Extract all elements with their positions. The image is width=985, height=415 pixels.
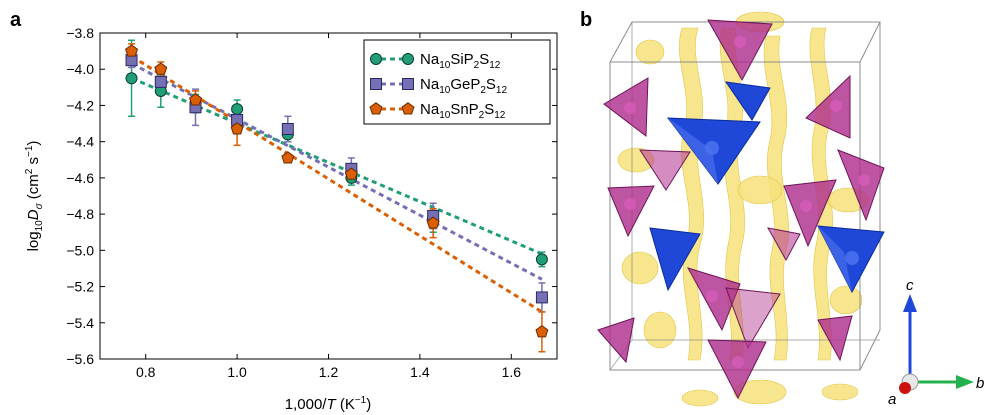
a-axis-dot-icon [899, 382, 911, 394]
data-point-square [535, 291, 548, 304]
legend-label: Na10GeP2S12 [420, 76, 507, 96]
panel-label-b: b [580, 9, 592, 31]
y-tick-label: −5.0 [66, 242, 94, 258]
legend-label: Na10SiP2S12 [420, 51, 501, 71]
panel-label-a: a [10, 9, 22, 31]
data-point-pentagon [125, 44, 139, 57]
x-axis-title: 1,000/T (K−1) [285, 395, 371, 413]
data-point-pentagon [230, 122, 244, 135]
x-tick-label: 0.8 [136, 364, 156, 380]
y-tick-label: −5.2 [66, 279, 94, 295]
b-axis-arrow-icon [956, 375, 974, 389]
legend-label: Na10SnP2S12 [420, 101, 506, 121]
y-tick-label: −4.4 [66, 134, 94, 150]
legend-marker-circle [370, 53, 382, 65]
data-point-circle [231, 103, 244, 116]
data-point-pentagon [189, 93, 202, 106]
b-axis-label: b [976, 375, 984, 392]
y-tick-label: −4.8 [66, 206, 94, 222]
legend-marker-square [370, 78, 382, 90]
blue-tetrahedra [649, 81, 885, 294]
y-tick-label: −4.0 [66, 61, 94, 77]
y-tick-label: −5.6 [66, 351, 94, 367]
x-tick-label: 1.2 [319, 364, 339, 380]
data-point-pentagon [344, 167, 358, 180]
legend-marker-square [402, 78, 414, 90]
legend-marker-pentagon [401, 102, 415, 115]
c-axis-label: c [906, 277, 914, 294]
data-markers [125, 44, 549, 338]
data-point-pentagon [535, 325, 549, 338]
diffusion-chart: 0.8 1.0 1.2 1.4 1.6 −3.8 −4.0 −4.2 −4.4 −4.6 −4.8 −… [24, 25, 558, 413]
pink-tetrahedra [597, 19, 885, 400]
y-axis-title: log10Dσ (cm2 s−1) [24, 141, 45, 252]
c-axis-arrow-icon [903, 294, 917, 312]
data-point-pentagon [154, 62, 168, 75]
isosurface-channels [617, 11, 869, 407]
y-tick-label: −4.6 [66, 170, 94, 186]
data-point-circle [125, 72, 138, 85]
x-tick-label: 1.4 [410, 364, 430, 380]
y-tick-label: −4.2 [66, 97, 94, 113]
y-tick-label: −5.4 [66, 315, 94, 331]
unit-cell-box [609, 21, 881, 371]
x-tick-label: 1.0 [227, 364, 247, 380]
a-axis-label: a [888, 391, 896, 408]
data-point-square [281, 122, 294, 135]
y-tick-label: −3.8 [66, 25, 94, 41]
data-point-square [154, 75, 167, 88]
axis-ticks: 0.8 1.0 1.2 1.4 1.6 −3.8 −4.0 −4.2 −4.4 −4.6 −4.8 −… [66, 25, 557, 380]
legend: Na10SiP2S12 Na10GeP2S12 Na10SnP2S12 [363, 39, 551, 125]
data-point-pentagon [281, 151, 295, 164]
axis-triad: c b a [888, 277, 984, 408]
x-tick-label: 1.6 [502, 364, 522, 380]
legend-marker-circle [402, 53, 414, 65]
data-point-pentagon [426, 216, 440, 229]
legend-marker-pentagon [369, 102, 383, 115]
crystal-structure-illustration: c b a [597, 11, 984, 408]
data-point-circle [535, 253, 548, 266]
